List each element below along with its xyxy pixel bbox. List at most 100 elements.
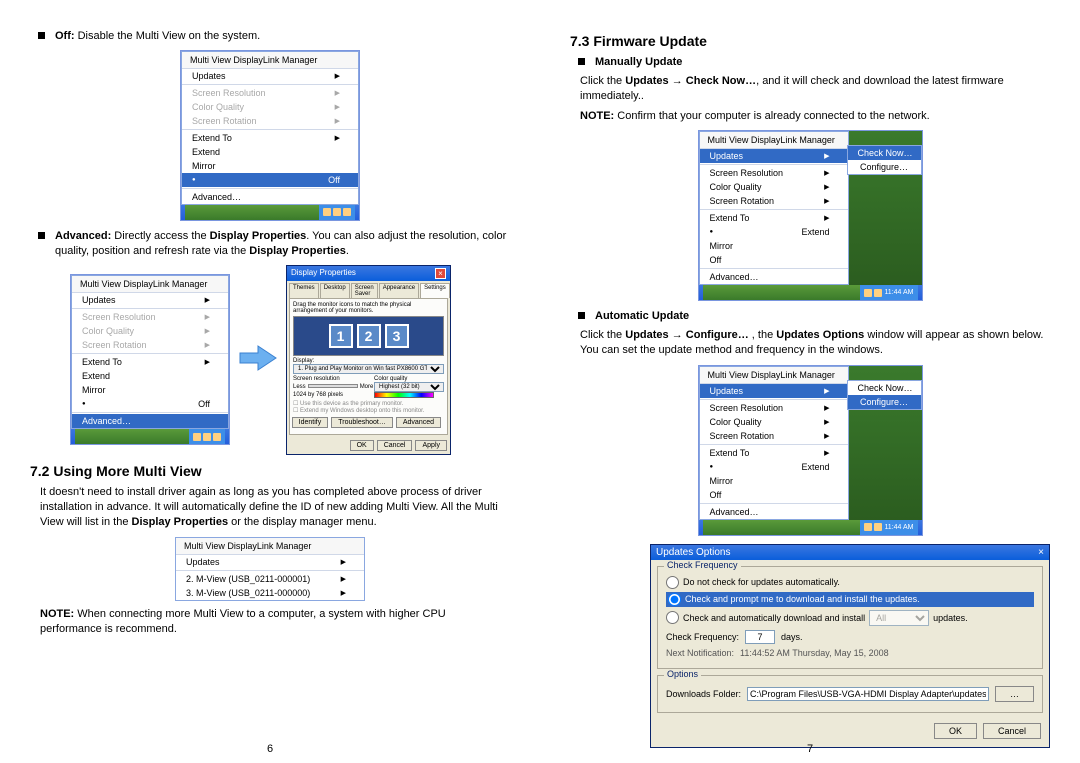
- monitor-2[interactable]: 2: [357, 324, 381, 348]
- menu-extend[interactable]: Extend: [72, 369, 228, 383]
- note-manual: NOTE: Confirm that your computer is alre…: [580, 109, 1050, 124]
- menu-extend[interactable]: Extend: [700, 460, 848, 474]
- browse-button[interactable]: …: [995, 686, 1034, 702]
- monitor-3[interactable]: 3: [385, 324, 409, 348]
- color-bar: [374, 392, 434, 398]
- radio-input[interactable]: [666, 611, 679, 624]
- tab-screensaver[interactable]: Screen Saver: [351, 283, 378, 298]
- tab-themes[interactable]: Themes: [289, 283, 319, 298]
- display-select[interactable]: 1. Plug and Play Monitor on Win fast PX8…: [293, 364, 444, 374]
- submenu-configure[interactable]: Configure…: [848, 160, 921, 174]
- menu-updates[interactable]: Updates▶: [700, 384, 848, 398]
- figure-off-menu: Multi View DisplayLink Manager Updates▶ …: [30, 50, 510, 223]
- menu-off[interactable]: Off: [700, 253, 848, 267]
- menu-extend[interactable]: Extend: [182, 145, 358, 159]
- menu-updates[interactable]: Updates▶: [176, 555, 364, 569]
- menu-extend-to[interactable]: Extend To▶: [700, 446, 848, 460]
- ok-button[interactable]: OK: [350, 440, 374, 451]
- cancel-button[interactable]: Cancel: [377, 440, 413, 451]
- menu-screen-rotation[interactable]: Screen Rotation▶: [700, 429, 848, 443]
- menu-mview-2[interactable]: 2. M-View (USB_0211-000001)▶: [176, 572, 364, 586]
- radio-input[interactable]: [666, 576, 679, 589]
- submenu-configure[interactable]: Configure…: [848, 395, 921, 409]
- downloads-folder-input[interactable]: [747, 687, 989, 701]
- menu-screen-rotation[interactable]: Screen Rotation▶: [700, 194, 848, 208]
- group-title-options: Options: [664, 669, 701, 679]
- tab-settings[interactable]: Settings: [420, 283, 450, 298]
- menu-updates[interactable]: Updates▶: [182, 69, 358, 83]
- menu-advanced[interactable]: Advanced…: [72, 414, 228, 428]
- dialog-title: Display Properties: [291, 268, 356, 279]
- close-icon[interactable]: ×: [1038, 547, 1044, 558]
- tab-appearance[interactable]: Appearance: [379, 283, 419, 298]
- troubleshoot-button[interactable]: Troubleshoot…: [331, 417, 393, 428]
- menu-off[interactable]: Off: [72, 397, 228, 411]
- apply-button[interactable]: Apply: [415, 440, 447, 451]
- update-scope-select: All: [869, 610, 929, 626]
- advanced-button[interactable]: Advanced: [396, 417, 441, 428]
- submenu-check-now[interactable]: Check Now…: [848, 146, 921, 160]
- manual-update-label: Manually Update: [595, 55, 682, 70]
- menu-extend-to[interactable]: Extend To▶: [182, 131, 358, 145]
- tray-icon: [864, 523, 872, 531]
- clock: 11:44 AM: [884, 289, 913, 296]
- menu-extend[interactable]: Extend: [700, 225, 848, 239]
- menu-color-quality[interactable]: Color Quality▶: [700, 180, 848, 194]
- menu-extend-to[interactable]: Extend To▶: [700, 211, 848, 225]
- menu-extend-to[interactable]: Extend To▶: [72, 355, 228, 369]
- off-text: Disable the Multi View on the system.: [75, 30, 261, 42]
- cancel-button[interactable]: Cancel: [983, 723, 1041, 739]
- check-frequency-label: Check Frequency:: [666, 632, 739, 642]
- page-number: 7: [807, 743, 813, 755]
- menu-updates[interactable]: Updates▶: [72, 293, 228, 307]
- tray-icon: [213, 433, 221, 441]
- radio-no-check[interactable]: Do not check for updates automatically.: [666, 576, 1034, 589]
- next-notification-label: Next Notification:: [666, 648, 734, 658]
- cb-primary: ☐ Use this device as the primary monitor…: [293, 400, 444, 407]
- menu-title: Multi View DisplayLink Manager: [72, 276, 228, 293]
- radio-auto-install[interactable]: Check and automatically download and ins…: [666, 610, 1034, 626]
- figure-updates-options: Updates Options× Check Frequency Do not …: [570, 544, 1050, 748]
- monitor-1[interactable]: 1: [329, 324, 353, 348]
- menu-updates[interactable]: Updates▶: [700, 149, 848, 163]
- tray-icon: [193, 433, 201, 441]
- ok-button[interactable]: OK: [934, 723, 977, 739]
- menu-off[interactable]: Off: [182, 173, 358, 187]
- tab-desktop[interactable]: Desktop: [320, 283, 350, 298]
- menu-mirror[interactable]: Mirror: [700, 474, 848, 488]
- figure-multi-devices: Multi View DisplayLink Manager Updates▶ …: [30, 537, 510, 601]
- menu-mirror[interactable]: Mirror: [72, 383, 228, 397]
- menu-screen-resolution[interactable]: Screen Resolution▶: [700, 166, 848, 180]
- heading-7-2: 7.2 Using More Multi View: [30, 463, 510, 479]
- square-bullet-icon: [38, 232, 45, 239]
- color-quality-select[interactable]: Highest (32 bit): [374, 382, 444, 392]
- page-right: 7.3 Firmware Update Manually Update Clic…: [540, 0, 1080, 763]
- monitor-arrangement[interactable]: 1 2 3: [293, 316, 444, 356]
- taskbar: [71, 429, 229, 444]
- radio-check-prompt[interactable]: Check and prompt me to download and inst…: [666, 592, 1034, 607]
- menu-color-quality[interactable]: Color Quality▶: [700, 415, 848, 429]
- menu-mirror[interactable]: Mirror: [182, 159, 358, 173]
- downloads-folder-row: Downloads Folder: …: [666, 686, 1034, 702]
- square-bullet-icon: [578, 58, 585, 65]
- menu-advanced[interactable]: Advanced…: [700, 505, 848, 519]
- display-properties-dialog: Display Properties × Themes Desktop Scree…: [286, 265, 451, 455]
- check-frequency-input[interactable]: [745, 630, 775, 644]
- menu-off[interactable]: Off: [700, 488, 848, 502]
- menu-advanced[interactable]: Advanced…: [700, 270, 848, 284]
- identify-button[interactable]: Identify: [292, 417, 329, 428]
- tray-icon: [864, 289, 872, 297]
- tray-icon: [343, 208, 351, 216]
- resolution-value: 1024 by 768 pixels: [293, 392, 373, 398]
- menu-mirror[interactable]: Mirror: [700, 239, 848, 253]
- p-7-2: It doesn't need to install driver again …: [40, 485, 510, 531]
- menu-advanced[interactable]: Advanced…: [182, 190, 358, 204]
- screen-res-label: Screen resolution: [293, 376, 373, 382]
- resolution-slider[interactable]: [308, 384, 358, 388]
- menu-mview-3[interactable]: 3. M-View (USB_0211-000000)▶: [176, 586, 364, 600]
- menu-screen-resolution[interactable]: Screen Resolution▶: [700, 401, 848, 415]
- radio-input[interactable]: [668, 593, 681, 606]
- submenu-check-now[interactable]: Check Now…: [848, 381, 921, 395]
- heading-7-3: 7.3 Firmware Update: [570, 33, 1050, 49]
- close-icon[interactable]: ×: [435, 268, 446, 279]
